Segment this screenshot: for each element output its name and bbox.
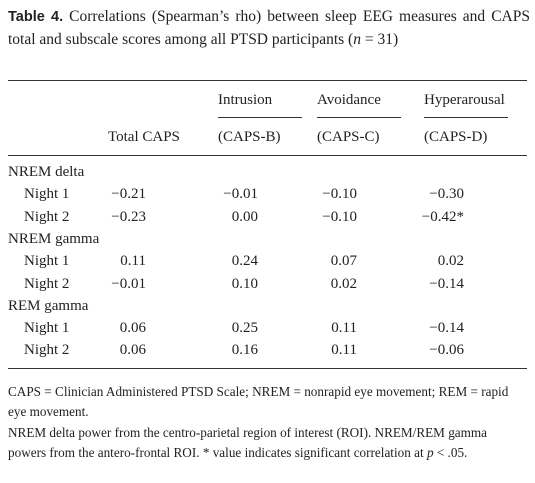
cell: −0.21 <box>111 186 146 203</box>
cell: 0.06 <box>119 320 146 337</box>
column-header: (CAPS-C) <box>317 129 380 145</box>
cell: −0.01 <box>111 275 146 292</box>
group-label: NREM gamma <box>8 230 100 247</box>
cell: −0.01 <box>223 186 258 203</box>
cell: −0.06 <box>429 342 464 359</box>
footnote-end: < .05. <box>433 445 468 460</box>
cell: −0.10 <box>322 208 357 225</box>
footnote-p: p <box>426 445 434 460</box>
cell: 0.07 <box>330 253 357 270</box>
row-label: Night 2 <box>24 208 70 225</box>
footnote: CAPS = Clinician Administered PTSD Scale… <box>8 384 509 419</box>
cell: 0.11 <box>331 320 357 337</box>
cell: 0.16 <box>231 342 258 359</box>
cell: 0.11 <box>331 342 357 359</box>
column-header: (CAPS-D) <box>424 129 488 145</box>
caption-label: Table 4. <box>8 9 64 25</box>
row-label: Night 1 <box>24 253 70 270</box>
cell: 0.10 <box>231 275 258 292</box>
column-header: Total CAPS <box>108 129 180 145</box>
row-label: Night 2 <box>24 275 70 292</box>
top-rule <box>8 80 527 81</box>
cell: 0.24 <box>231 253 258 270</box>
cell: 0.02 <box>330 275 357 292</box>
column-header: (CAPS-B) <box>218 129 281 145</box>
cell: −0.14 <box>429 320 464 337</box>
column-header: Intrusion <box>218 92 273 108</box>
row-label: Night 1 <box>24 186 70 203</box>
cell: 0.11 <box>120 253 146 270</box>
row-label: Night 2 <box>24 342 70 359</box>
cell: 0.25 <box>231 320 258 337</box>
header-rule <box>8 155 527 156</box>
footnote: NREM delta power from the centro-parieta… <box>8 423 528 463</box>
cell: −0.23 <box>111 208 146 225</box>
caption: Table 4. Correlations (Spearman’s rho) b… <box>8 6 530 51</box>
footnote-text: NREM delta power from the centro-parieta… <box>8 425 488 460</box>
header-subrule <box>424 117 508 118</box>
cell: −0.30 <box>429 186 464 203</box>
group-label: REM gamma <box>8 297 89 314</box>
caption-text: Correlations (Spearman’s rho) between sl… <box>8 8 530 48</box>
caption-end: = 31) <box>360 30 399 48</box>
row-label: Night 1 <box>24 320 70 337</box>
cell: 0.06 <box>119 342 146 359</box>
column-header: Hyperarousal <box>424 92 505 108</box>
header-subrule <box>218 117 302 118</box>
cell: −0.42* <box>421 208 464 225</box>
cell: 0.00 <box>231 208 258 225</box>
cell: −0.14 <box>429 275 464 292</box>
group-label: NREM delta <box>8 164 85 180</box>
cell: −0.10 <box>322 186 357 203</box>
bottom-rule <box>8 368 527 369</box>
caption-n: n <box>353 30 361 48</box>
cell: 0.02 <box>437 253 464 270</box>
column-header: Avoidance <box>317 92 381 108</box>
header-subrule <box>317 117 401 118</box>
